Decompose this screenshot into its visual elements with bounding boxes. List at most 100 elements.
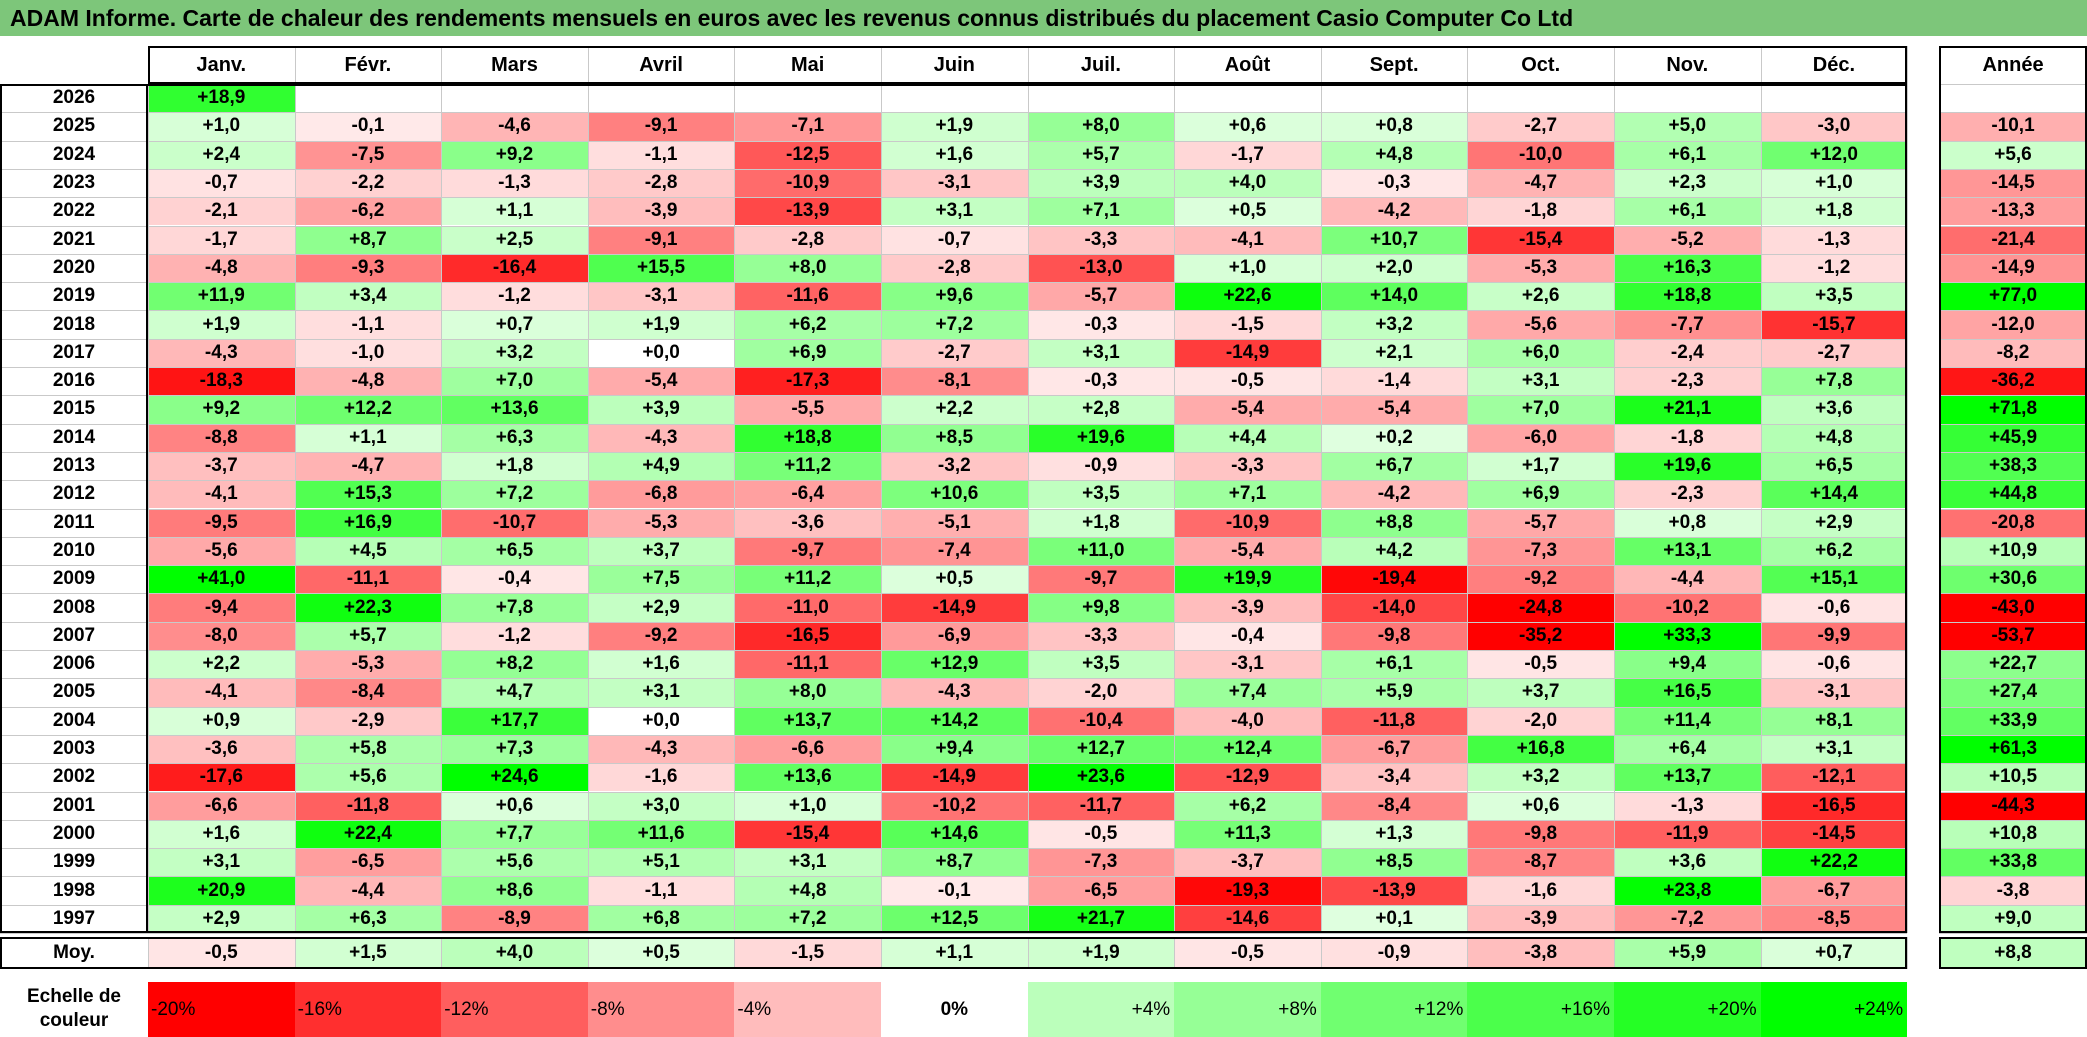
- heatmap-cell: -7,1: [734, 112, 881, 141]
- heatmap-cell: +6,5: [441, 536, 588, 566]
- year-label: 2020: [0, 253, 148, 283]
- heatmap-cell: -2,4: [1614, 338, 1761, 367]
- heatmap-cell: +41,0: [148, 565, 295, 594]
- grid-line: [1907, 937, 1909, 969]
- heatmap-cell: -1,1: [587, 876, 735, 905]
- heatmap-cell: -14,9: [1174, 338, 1321, 367]
- grid-line: [1907, 46, 1909, 933]
- heatmap-cell: -3,1: [1760, 678, 1908, 707]
- average-cell: +5,9: [1614, 937, 1761, 969]
- heatmap-cell: +1,1: [441, 197, 588, 226]
- heatmap-cell: +0,0: [587, 706, 735, 735]
- heatmap-cell: +3,1: [1760, 734, 1908, 764]
- year-label: 2002: [0, 763, 148, 792]
- heatmap-cell: -9,2: [1467, 565, 1614, 594]
- heatmap-cell: +24,6: [441, 763, 588, 792]
- heatmap-cell: +4,9: [587, 451, 735, 481]
- heatmap-cell: -1,8: [1467, 197, 1614, 226]
- heatmap-cell: +22,4: [294, 819, 442, 849]
- annual-cell: -14,5: [1939, 168, 2087, 198]
- heatmap-cell: +12,7: [1027, 734, 1175, 764]
- heatmap-cell: -17,6: [148, 763, 295, 792]
- heatmap-cell: -1,0: [294, 338, 442, 367]
- heatmap-cell: -35,2: [1467, 621, 1614, 650]
- heatmap-cell: -5,1: [881, 508, 1028, 537]
- heatmap-cell: -4,7: [294, 451, 442, 481]
- average-cell: +0,5: [587, 937, 735, 969]
- heatmap-cell: [1027, 84, 1175, 113]
- heatmap-cell: +0,6: [1174, 112, 1321, 141]
- heatmap-cell: +23,6: [1027, 763, 1175, 792]
- color-scale-swatch: -12%: [441, 982, 588, 1037]
- heatmap-cell: [294, 84, 442, 113]
- color-scale-swatch: -8%: [587, 982, 735, 1037]
- annual-cell: -53,7: [1939, 621, 2087, 650]
- heatmap-cell: +5,6: [294, 763, 442, 792]
- heatmap-cell: +0,5: [1174, 197, 1321, 226]
- heatmap-cell: -3,7: [148, 451, 295, 481]
- heatmap-cell: +5,9: [1320, 678, 1468, 707]
- heatmap-cell: +1,8: [1760, 197, 1908, 226]
- annual-cell: -21,4: [1939, 225, 2087, 254]
- average-annual-cell: +8,8: [1939, 937, 2087, 969]
- heatmap-cell: +6,2: [1174, 791, 1321, 820]
- heatmap-cell: [1174, 84, 1321, 113]
- annual-cell: +9,0: [1939, 904, 2087, 933]
- color-scale-swatch: +12%: [1320, 982, 1468, 1037]
- heatmap-cell: +5,7: [1027, 140, 1175, 169]
- heatmap-cell: +2,4: [148, 140, 295, 169]
- color-scale-swatch: +24%: [1760, 982, 1908, 1037]
- year-label: 2019: [0, 282, 148, 311]
- heatmap-cell: -0,5: [1027, 819, 1175, 849]
- year-label: 2005: [0, 678, 148, 707]
- heatmap-cell: -14,9: [881, 763, 1028, 792]
- heatmap-cell: +4,8: [734, 876, 881, 905]
- heatmap-cell: +9,4: [1614, 650, 1761, 679]
- year-label: 2004: [0, 706, 148, 735]
- heatmap-cell: -4,6: [441, 112, 588, 141]
- heatmap-cell: -13,0: [1027, 253, 1175, 283]
- year-label: 1999: [0, 848, 148, 877]
- heatmap-cell: +4,2: [1320, 536, 1468, 566]
- heatmap-cell: [1467, 84, 1614, 113]
- year-label: 2015: [0, 395, 148, 424]
- heatmap-cell: -4,2: [1320, 197, 1468, 226]
- heatmap-cell: -6,5: [294, 848, 442, 877]
- heatmap-cell: +0,1: [1320, 904, 1468, 933]
- heatmap-cell: +13,7: [734, 706, 881, 735]
- heatmap-cell: -9,7: [734, 536, 881, 566]
- heatmap-cell: -2,1: [148, 197, 295, 226]
- year-label: 2016: [0, 367, 148, 396]
- heatmap-cell: -0,7: [148, 168, 295, 198]
- heatmap-cell: +1,0: [1760, 168, 1908, 198]
- month-header: Juin: [881, 46, 1028, 84]
- year-label: 2006: [0, 650, 148, 679]
- heatmap-cell: +3,5: [1027, 650, 1175, 679]
- heatmap-cell: +16,8: [1467, 734, 1614, 764]
- annual-cell: +10,9: [1939, 536, 2087, 566]
- heatmap-cell: +9,2: [148, 395, 295, 424]
- annual-cell: -43,0: [1939, 593, 2087, 622]
- heatmap-cell: -3,6: [734, 508, 881, 537]
- heatmap-cell: +6,3: [441, 423, 588, 452]
- heatmap-cell: +1,9: [587, 310, 735, 339]
- heatmap-cell: +6,3: [294, 904, 442, 933]
- heatmap-cell: +6,9: [734, 338, 881, 367]
- grid-line: [0, 933, 1908, 934]
- heatmap-cell: -10,9: [734, 168, 881, 198]
- heatmap-cell: +7,2: [881, 310, 1028, 339]
- heatmap-cell: -5,6: [148, 536, 295, 566]
- heatmap-cell: -14,9: [881, 593, 1028, 622]
- annual-cell: +61,3: [1939, 734, 2087, 764]
- heatmap-cell: -4,3: [148, 338, 295, 367]
- heatmap-cell: +11,6: [587, 819, 735, 849]
- heatmap-cell: -15,7: [1760, 310, 1908, 339]
- heatmap-cell: -0,4: [441, 565, 588, 594]
- heatmap-cell: -11,8: [294, 791, 442, 820]
- heatmap-cell: +2,8: [1027, 395, 1175, 424]
- heatmap-cell: -1,3: [1760, 225, 1908, 254]
- year-label: 2000: [0, 819, 148, 849]
- month-header: Mars: [441, 46, 588, 84]
- heatmap-cell: +2,6: [1467, 282, 1614, 311]
- annual-cell: [1939, 84, 2087, 113]
